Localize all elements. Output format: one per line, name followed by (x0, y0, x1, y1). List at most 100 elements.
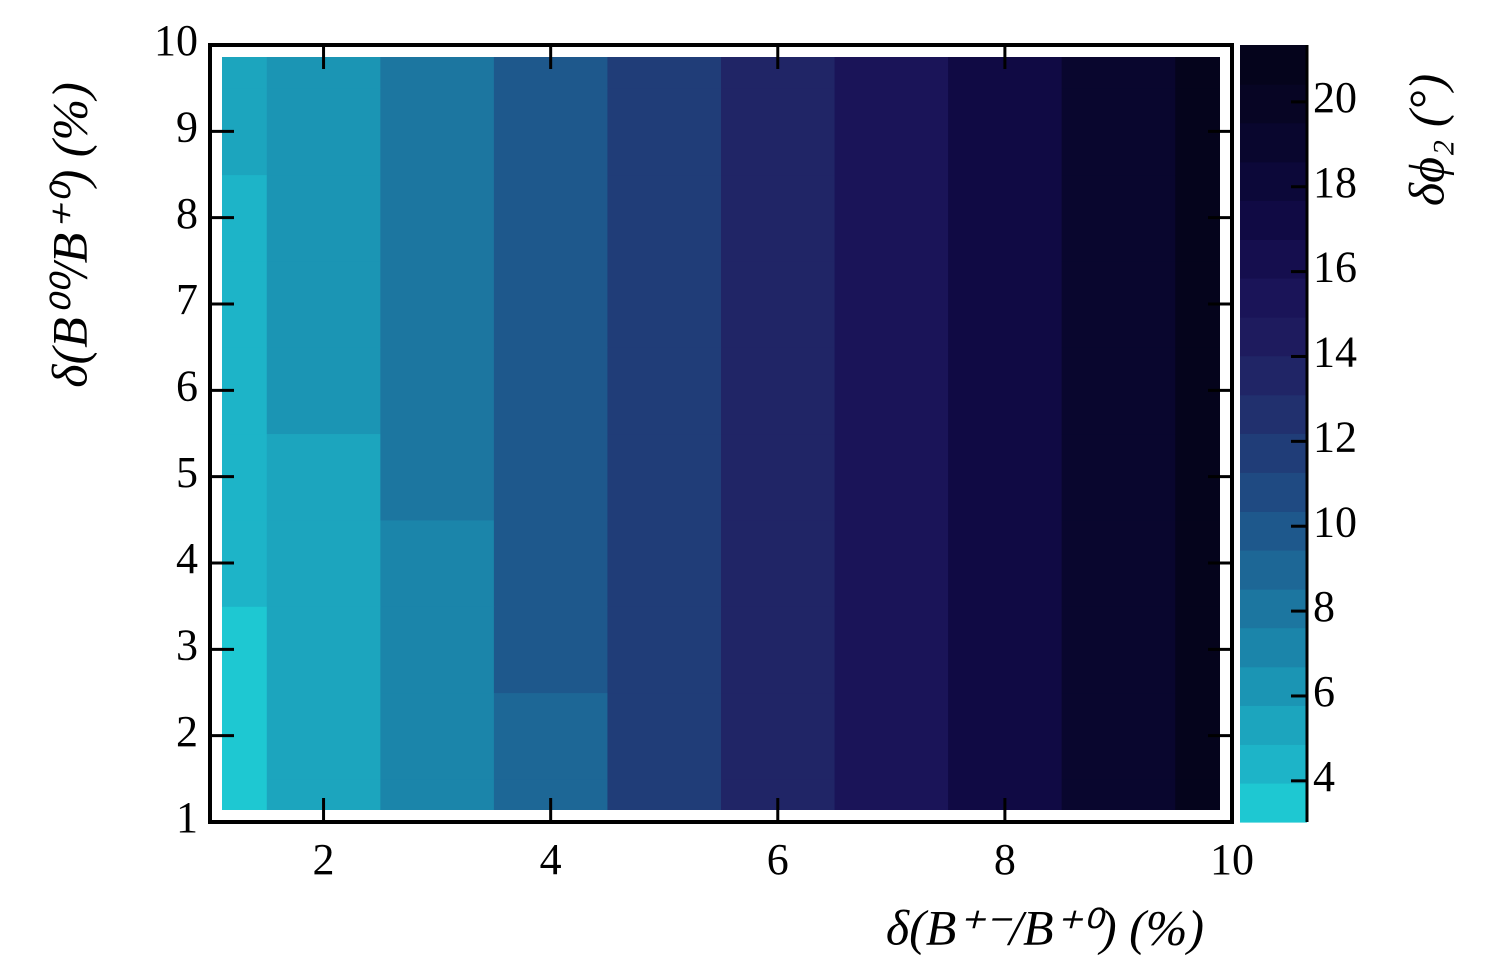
y-tick-label: 1 (176, 793, 198, 842)
y-axis-title: δ(B⁰⁰/B⁺⁰) (%) (41, 82, 97, 388)
colorbar-band (1240, 394, 1307, 434)
contour-cell (380, 692, 495, 780)
colorbar-tick-label: 8 (1313, 582, 1335, 631)
contour-cell (607, 174, 722, 262)
contour-cell (834, 57, 949, 89)
contour-cell (380, 519, 495, 607)
contour-cell (721, 519, 836, 607)
contour-cell (1175, 57, 1220, 89)
contour-cell (834, 174, 949, 262)
contour-cell (380, 260, 495, 348)
colorbar-band (1240, 433, 1307, 473)
colorbar-band (1240, 200, 1307, 240)
colorbar-band (1240, 589, 1307, 629)
colorbar-band (1240, 122, 1307, 163)
colorbar-tick-label: 4 (1313, 752, 1335, 801)
contour-cell (493, 260, 609, 348)
colorbar-tick-label: 6 (1313, 667, 1335, 716)
contour-cell (380, 347, 495, 435)
colorbar-band (1240, 472, 1307, 512)
contour-cell (721, 433, 836, 521)
contour-cell (607, 606, 722, 694)
contour-cell (1061, 606, 1176, 694)
y-tick-label: 8 (176, 189, 198, 238)
contour-cell (834, 606, 949, 694)
x-tick-label: 6 (767, 835, 789, 884)
colorbar-tick-label: 18 (1313, 158, 1357, 207)
colorbar-band (1240, 355, 1307, 396)
contour-cell (607, 692, 722, 780)
contour-cell (380, 778, 495, 810)
contour-cell (607, 57, 722, 89)
colorbar-tick-label: 12 (1313, 412, 1357, 461)
contour-cell (1061, 519, 1176, 607)
y-tick-label: 4 (176, 534, 198, 583)
colorbar-tick-label: 14 (1313, 328, 1357, 377)
contour-cell (834, 778, 949, 810)
y-tick-label: 3 (176, 620, 198, 669)
colorbar-band (1240, 705, 1307, 745)
colorbar-tick-label: 20 (1313, 73, 1357, 122)
x-tick-label: 10 (1210, 835, 1254, 884)
y-tick-label: 9 (176, 102, 198, 151)
contour-cell (1061, 433, 1176, 521)
contour-cell (1061, 57, 1176, 89)
contour-cell (607, 347, 722, 435)
contour-cell (380, 174, 495, 262)
contour-cell (721, 174, 836, 262)
y-tick-label: 7 (176, 275, 198, 324)
colorbar-band (1240, 666, 1307, 706)
contour-cell (834, 692, 949, 780)
contour-cell (721, 347, 836, 435)
colorbar-band (1240, 549, 1307, 590)
colorbar-band (1240, 277, 1307, 318)
x-tick-label: 8 (994, 835, 1016, 884)
contour-cell (266, 347, 381, 435)
contour-cell (493, 692, 609, 780)
contour-cell (266, 433, 381, 521)
colorbar-tick-label: 16 (1313, 243, 1357, 292)
colorbar-band (1240, 161, 1307, 201)
colorbar-band (1240, 45, 1307, 85)
contour-cell (266, 519, 381, 607)
contour-cell (834, 88, 949, 176)
contour-cell (493, 433, 609, 521)
contour-cell (1061, 88, 1176, 176)
contour-cell (493, 347, 609, 435)
y-tick-label: 10 (154, 16, 198, 65)
contour-cell (948, 347, 1063, 435)
contour-cell (834, 433, 949, 521)
x-axis-title: δ(B⁺⁻/B⁺⁰) (%) (886, 899, 1204, 955)
contour-cell (834, 347, 949, 435)
contour-cell (607, 433, 722, 521)
contour-cell (721, 88, 836, 176)
y-tick-label: 5 (176, 448, 198, 497)
colorbar-band (1240, 84, 1307, 124)
contour-cell (266, 88, 381, 176)
contour-cell (607, 88, 722, 176)
contour-cell (222, 57, 268, 89)
contour-cell (721, 606, 836, 694)
contour-cell (1061, 347, 1176, 435)
contour-cell (1061, 692, 1176, 780)
contour-cell (380, 606, 495, 694)
contour-cell (948, 692, 1063, 780)
contour-cell (948, 260, 1063, 348)
colorbar-band (1240, 782, 1307, 823)
contour-cell (607, 260, 722, 348)
contour-cell (948, 606, 1063, 694)
colorbar-title: δϕ₂ (°) (1398, 74, 1454, 206)
contour-cell (948, 519, 1063, 607)
contour-cell (222, 778, 268, 810)
contour-cell (721, 260, 836, 348)
contour-cell (493, 88, 609, 176)
plot-frame (208, 43, 1234, 824)
contour-cell (1061, 174, 1176, 262)
contour-cell (607, 778, 722, 810)
contour-cell (493, 606, 609, 694)
y-tick-label: 6 (176, 361, 198, 410)
contour-cell (948, 174, 1063, 262)
contour-cell (1061, 778, 1176, 810)
contour-cell (1061, 260, 1176, 348)
